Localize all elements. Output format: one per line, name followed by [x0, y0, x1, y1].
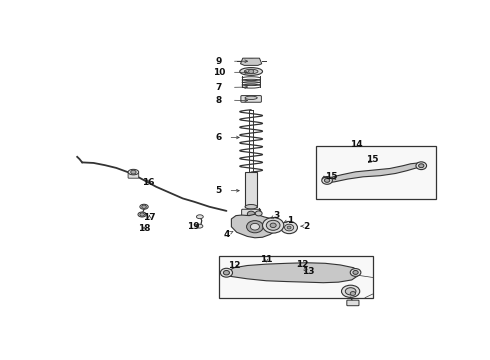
- Ellipse shape: [128, 169, 139, 175]
- Ellipse shape: [322, 176, 332, 184]
- Polygon shape: [241, 58, 262, 66]
- Ellipse shape: [245, 204, 257, 209]
- Ellipse shape: [223, 270, 229, 275]
- Ellipse shape: [287, 226, 291, 229]
- Text: 2: 2: [303, 222, 309, 231]
- FancyBboxPatch shape: [242, 209, 261, 219]
- Text: 13: 13: [302, 266, 315, 275]
- Ellipse shape: [247, 211, 255, 217]
- Polygon shape: [231, 214, 278, 238]
- Ellipse shape: [196, 224, 203, 228]
- Text: 6: 6: [216, 133, 222, 142]
- Ellipse shape: [131, 170, 136, 174]
- Ellipse shape: [245, 96, 257, 99]
- Ellipse shape: [138, 212, 147, 217]
- Text: 10: 10: [213, 68, 225, 77]
- Ellipse shape: [140, 204, 148, 209]
- Ellipse shape: [345, 288, 356, 295]
- FancyBboxPatch shape: [347, 300, 359, 306]
- Text: 12: 12: [296, 261, 309, 269]
- Text: 16: 16: [142, 178, 154, 187]
- Ellipse shape: [142, 205, 147, 208]
- Ellipse shape: [353, 270, 358, 274]
- FancyBboxPatch shape: [128, 173, 139, 178]
- Polygon shape: [325, 163, 420, 183]
- Text: 15: 15: [325, 172, 338, 181]
- Text: 4: 4: [223, 230, 230, 239]
- Ellipse shape: [220, 268, 233, 277]
- Ellipse shape: [350, 269, 361, 276]
- Ellipse shape: [270, 223, 276, 228]
- Ellipse shape: [140, 213, 145, 216]
- Bar: [245, 172, 257, 207]
- Text: 3: 3: [274, 211, 280, 220]
- Ellipse shape: [240, 68, 263, 75]
- Ellipse shape: [350, 292, 356, 296]
- Text: 12: 12: [228, 261, 240, 270]
- FancyBboxPatch shape: [241, 96, 261, 102]
- Ellipse shape: [342, 285, 360, 297]
- Ellipse shape: [247, 59, 255, 63]
- Ellipse shape: [196, 215, 203, 219]
- Bar: [317, 146, 437, 199]
- Text: 5: 5: [216, 186, 222, 195]
- Ellipse shape: [267, 220, 280, 230]
- Polygon shape: [224, 263, 358, 283]
- Ellipse shape: [245, 69, 258, 74]
- Text: 17: 17: [143, 213, 156, 222]
- Ellipse shape: [248, 69, 254, 73]
- Text: 18: 18: [138, 224, 150, 233]
- Text: 19: 19: [187, 222, 200, 231]
- Ellipse shape: [281, 221, 297, 234]
- Text: 7: 7: [216, 83, 222, 92]
- Ellipse shape: [324, 179, 330, 183]
- Text: 15: 15: [367, 155, 379, 164]
- Ellipse shape: [255, 211, 262, 216]
- Ellipse shape: [416, 162, 427, 170]
- Ellipse shape: [285, 224, 294, 231]
- Text: 9: 9: [216, 57, 222, 66]
- Text: 11: 11: [260, 256, 272, 265]
- Text: 1: 1: [287, 216, 293, 225]
- Ellipse shape: [418, 164, 424, 168]
- Text: 8: 8: [216, 95, 222, 104]
- Bar: [219, 256, 372, 298]
- Text: 14: 14: [350, 140, 363, 149]
- Ellipse shape: [250, 223, 260, 230]
- Ellipse shape: [246, 221, 263, 233]
- Ellipse shape: [263, 217, 284, 233]
